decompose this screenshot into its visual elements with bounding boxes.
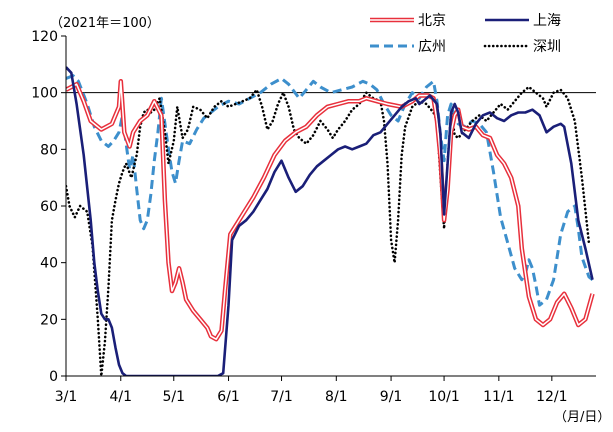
legend-label: 広州 [418, 39, 446, 55]
y-tick-label: 80 [40, 142, 58, 158]
x-tick-label: 12/1 [536, 389, 567, 405]
legend-item-広州: 広州 [370, 39, 446, 55]
x-tick-label: 9/1 [380, 389, 403, 405]
series-line [66, 74, 596, 307]
series-上海 [66, 66, 594, 376]
x-tick-label: 10/1 [428, 389, 459, 405]
legend-label: 上海 [533, 13, 561, 29]
y-tick-label: 60 [40, 199, 58, 215]
x-tick-label: 4/1 [110, 389, 133, 405]
x-tick-label: 7/1 [270, 389, 293, 405]
series-layer [66, 66, 596, 376]
x-tick-label: 3/1 [55, 389, 78, 405]
y-tick-label: 40 [40, 256, 58, 272]
legend-label: 北京 [418, 13, 446, 29]
series-北京 [66, 79, 595, 342]
x-tick-label: 8/1 [325, 389, 348, 405]
series-line [66, 66, 594, 376]
x-axis: 3/1 4/1 5/1 6/1 7/1 8/1 9/1 10/1 11/1 12/1 [55, 376, 568, 405]
series-line-inner [66, 80, 594, 340]
series-深圳 [66, 85, 591, 376]
y-unit-label: （2021年＝100） [50, 16, 160, 31]
series-line-outer [66, 79, 595, 342]
x-tick-label: 6/1 [217, 389, 240, 405]
y-tick-label: 0 [49, 369, 58, 385]
x-tick-label: 5/1 [163, 389, 186, 405]
y-tick-label: 20 [40, 312, 58, 328]
legend-item-上海: 上海 [485, 13, 561, 29]
legend-item-深圳: 深圳 [483, 39, 561, 55]
series-広州 [66, 74, 596, 307]
y-tick-label: 100 [31, 86, 58, 102]
legend-item-北京: 北京 [370, 13, 446, 29]
x-unit-label: （月/日） [554, 410, 610, 425]
legend-label: 深圳 [533, 39, 561, 55]
y-tick-label: 120 [31, 29, 58, 45]
x-tick-label: 11/1 [483, 389, 514, 405]
y-axis: 0 20 40 60 80 100 120 [31, 29, 66, 385]
series-line [66, 85, 591, 376]
